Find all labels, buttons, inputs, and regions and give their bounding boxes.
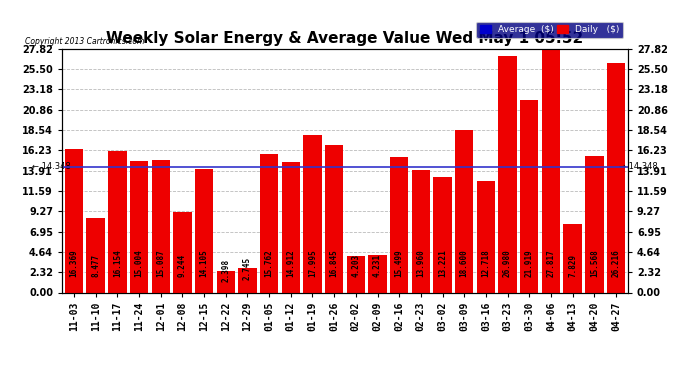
Bar [304, 135, 322, 292]
Text: 16.845: 16.845 [330, 249, 339, 277]
Text: 12.718: 12.718 [482, 249, 491, 277]
Text: 27.817: 27.817 [546, 249, 555, 277]
Text: 18.600: 18.600 [460, 249, 469, 277]
Bar [564, 224, 582, 292]
Bar [195, 169, 213, 292]
Text: 14.912: 14.912 [286, 249, 295, 277]
Text: 7.829: 7.829 [568, 254, 577, 277]
Bar [346, 256, 365, 292]
Bar [282, 162, 300, 292]
Text: 15.004: 15.004 [135, 249, 144, 277]
Text: 4.203: 4.203 [351, 254, 360, 277]
Text: 26.980: 26.980 [503, 249, 512, 277]
Bar [607, 63, 625, 292]
Text: 15.762: 15.762 [265, 249, 274, 277]
Bar [86, 218, 105, 292]
Text: 16.369: 16.369 [70, 249, 79, 277]
Bar [542, 49, 560, 292]
Bar [498, 56, 517, 292]
Bar [152, 160, 170, 292]
Text: 15.568: 15.568 [590, 249, 599, 277]
Text: 17.995: 17.995 [308, 249, 317, 277]
Text: → 14.348: → 14.348 [619, 162, 658, 171]
Legend: Average  ($), Daily   ($): Average ($), Daily ($) [476, 22, 623, 38]
Text: 4.231: 4.231 [373, 254, 382, 277]
Bar [433, 177, 452, 292]
Text: 26.216: 26.216 [611, 249, 620, 277]
Bar [325, 145, 344, 292]
Bar [585, 156, 604, 292]
Text: 13.960: 13.960 [416, 249, 425, 277]
Bar [412, 170, 430, 292]
Text: 15.087: 15.087 [156, 249, 165, 277]
Bar [477, 181, 495, 292]
Bar [217, 272, 235, 292]
Bar [238, 268, 257, 292]
Bar [130, 161, 148, 292]
Bar [260, 154, 278, 292]
Text: 14.105: 14.105 [199, 249, 208, 277]
Bar [390, 157, 408, 292]
Text: 2.398: 2.398 [221, 259, 230, 282]
Text: 13.221: 13.221 [438, 249, 447, 277]
Bar [520, 100, 538, 292]
Title: Weekly Solar Energy & Average Value Wed May 1 05:52: Weekly Solar Energy & Average Value Wed … [106, 31, 584, 46]
Bar [455, 129, 473, 292]
Bar [108, 151, 126, 292]
Text: 21.919: 21.919 [525, 249, 534, 277]
Text: Copyright 2013 Cartronics.com: Copyright 2013 Cartronics.com [26, 38, 145, 46]
Text: 15.499: 15.499 [395, 249, 404, 277]
Bar [65, 149, 83, 292]
Bar [368, 255, 386, 292]
Text: 8.477: 8.477 [91, 254, 100, 277]
Text: 2.745: 2.745 [243, 257, 252, 280]
Bar [173, 211, 192, 292]
Text: 9.244: 9.244 [178, 254, 187, 277]
Text: 16.154: 16.154 [113, 249, 122, 277]
Text: ← 14.348: ← 14.348 [32, 162, 71, 171]
